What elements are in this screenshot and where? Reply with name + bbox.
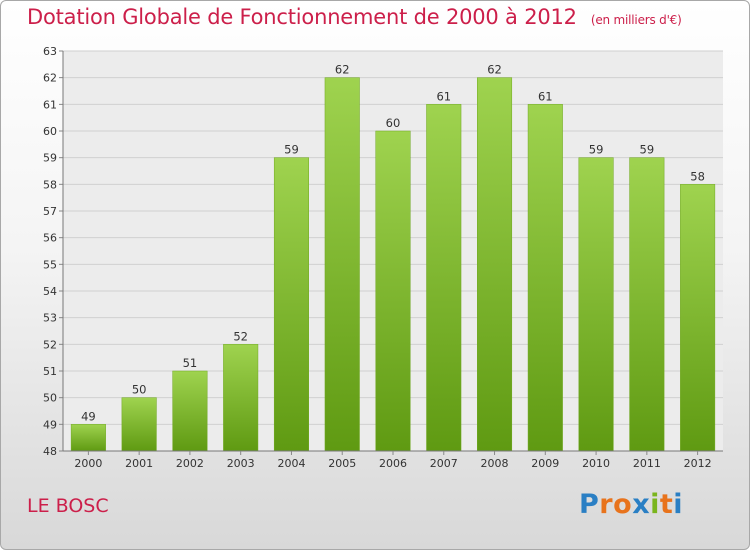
y-tick-label: 52 — [43, 338, 57, 351]
y-tick-label: 50 — [43, 392, 57, 405]
y-tick-label: 54 — [43, 285, 57, 298]
x-tick-label: 2012 — [684, 457, 712, 470]
logo-letter: t — [659, 489, 674, 520]
y-tick-label: 57 — [43, 205, 57, 218]
x-tick-label: 2003 — [227, 457, 255, 470]
bar-2005 — [324, 77, 360, 452]
x-tick-label: 2010 — [582, 457, 610, 470]
proxiti-logo[interactable]: Proxiti — [579, 489, 683, 520]
logo-letter: r — [599, 489, 614, 520]
x-tick-label: 2002 — [176, 457, 204, 470]
x-tick-label: 2006 — [379, 457, 407, 470]
bar-value-label: 59 — [640, 143, 655, 157]
bar-2004 — [273, 157, 309, 452]
bar-2006 — [375, 130, 411, 452]
y-tick-label: 51 — [43, 365, 57, 378]
axes — [59, 50, 723, 455]
x-tick-label: 2000 — [74, 457, 102, 470]
bar-2008 — [477, 77, 513, 452]
x-tick-label: 2007 — [430, 457, 458, 470]
bar-2012 — [680, 184, 716, 452]
bar-value-label: 61 — [538, 89, 553, 103]
bar-2000 — [70, 424, 106, 452]
bar-2007 — [426, 104, 462, 452]
bar-value-label: 51 — [183, 356, 198, 370]
bar-2009 — [527, 104, 563, 452]
logo-letter: o — [613, 489, 633, 520]
bar-value-label: 59 — [589, 143, 604, 157]
bar-2001 — [121, 397, 157, 452]
x-tick-label: 2008 — [481, 457, 509, 470]
logo-letter: i — [673, 489, 684, 520]
bar-2003 — [223, 344, 259, 452]
y-tick-label: 62 — [43, 72, 57, 85]
chart-title: Dotation Globale de Fonctionnement de 20… — [27, 5, 682, 29]
bar-value-label: 52 — [233, 329, 248, 343]
logo-letter: P — [579, 489, 600, 520]
bar-2002 — [172, 370, 208, 452]
bar-value-label: 50 — [132, 383, 147, 397]
logo-letter: x — [632, 489, 651, 520]
x-tick-label: 2001 — [125, 457, 153, 470]
y-tick-label: 58 — [43, 178, 57, 191]
y-tick-label: 63 — [43, 45, 57, 58]
bar-2010 — [578, 157, 614, 452]
chart-title-text: Dotation Globale de Fonctionnement de 20… — [27, 5, 577, 29]
logo-letter: i — [650, 489, 660, 520]
y-tick-label: 60 — [43, 125, 57, 138]
y-tick-label: 55 — [43, 258, 57, 271]
chart-unit-note: (en milliers d'€) — [590, 13, 682, 27]
labels: 48 49 50 51 52 53 54 55 56 57 58 59 60 61 62 63 49 2000 50… — [43, 45, 712, 470]
bar-value-label: 62 — [487, 63, 502, 77]
x-tick-label: 2011 — [633, 457, 661, 470]
y-tick-label: 56 — [43, 232, 57, 245]
y-tick-label: 59 — [43, 152, 57, 165]
y-tick-label: 61 — [43, 98, 57, 111]
y-tick-label: 48 — [43, 445, 57, 458]
bars — [70, 77, 716, 452]
bar-value-label: 49 — [81, 409, 96, 423]
y-tick-label: 53 — [43, 312, 57, 325]
x-tick-label: 2009 — [531, 457, 559, 470]
bar-value-label: 58 — [690, 169, 705, 183]
bar-2011 — [629, 157, 665, 452]
x-tick-label: 2004 — [277, 457, 305, 470]
y-tick-label: 49 — [43, 418, 57, 431]
bar-value-label: 59 — [284, 143, 299, 157]
bar-value-label: 60 — [386, 116, 401, 130]
x-tick-label: 2005 — [328, 457, 356, 470]
commune-name: LE BOSC — [27, 495, 109, 517]
bar-value-label: 61 — [436, 89, 451, 103]
bar-value-label: 62 — [335, 63, 350, 77]
